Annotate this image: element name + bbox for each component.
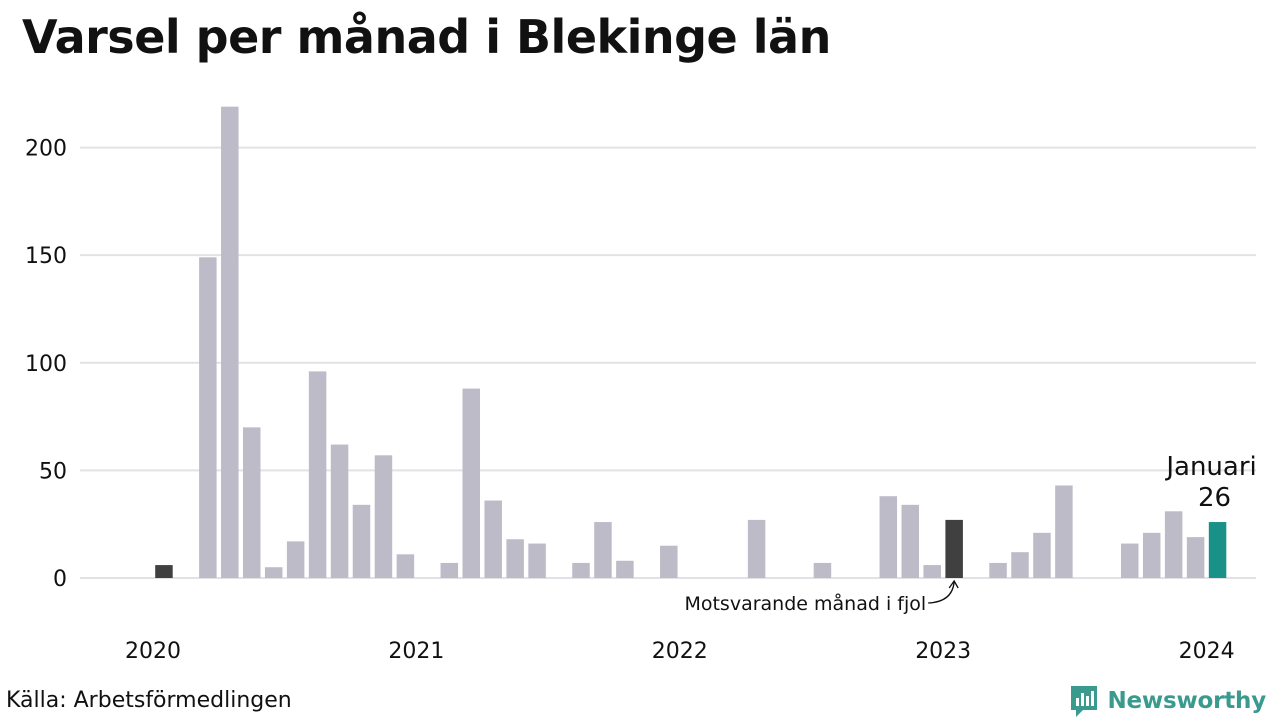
bar (572, 562, 590, 578)
bar (1033, 532, 1051, 578)
bar (1011, 552, 1029, 578)
comparison-arrowhead (948, 579, 959, 589)
brand: Newsworthy (1069, 684, 1266, 718)
bar (286, 541, 305, 578)
bar-chart: 0 50 100 150 200 2020 2021 2022 2023 2024 Januar… (25, 106, 1257, 664)
bar (923, 565, 941, 578)
y-axis-ticks: 0 50 100 150 200 (25, 137, 67, 592)
bar (660, 545, 678, 578)
x-tick-label: 2022 (652, 639, 708, 664)
bar (1055, 485, 1073, 578)
y-tick-label: 0 (53, 567, 67, 592)
x-axis-ticks: 2020 2021 2022 2023 2024 (125, 639, 1235, 664)
current-month-label: Januari (1164, 452, 1256, 482)
bar (528, 543, 546, 578)
bar (264, 567, 283, 578)
bar (221, 106, 239, 578)
annotations: Januari 26 Motsvarande månad i fjol (684, 452, 1256, 615)
bar (330, 444, 349, 578)
bar (243, 427, 261, 578)
y-tick-label: 200 (25, 137, 67, 162)
bars (155, 106, 1227, 578)
bar (308, 371, 327, 578)
bar (440, 562, 459, 578)
bar (1121, 543, 1139, 578)
bar (1142, 532, 1161, 578)
chart-title: Varsel per månad i Blekinge län (22, 10, 831, 64)
y-tick-label: 100 (25, 352, 67, 377)
x-tick-label: 2021 (388, 639, 444, 664)
brand-name: Newsworthy (1107, 688, 1266, 714)
bar (462, 388, 480, 578)
x-tick-label: 2020 (125, 639, 181, 664)
x-tick-label: 2023 (915, 639, 971, 664)
y-tick-label: 50 (39, 459, 67, 484)
source-label: Källa: Arbetsförmedlingen (6, 688, 292, 713)
bar (989, 562, 1007, 578)
x-tick-label: 2024 (1179, 639, 1235, 664)
bar (747, 519, 766, 578)
bar (594, 522, 612, 578)
bar-current-month (1208, 522, 1227, 578)
comparison-label: Motsvarande månad i fjol (684, 592, 926, 615)
bar (1164, 511, 1183, 578)
bar (879, 496, 898, 578)
bar (813, 562, 832, 578)
bar (199, 257, 217, 578)
bar (396, 554, 415, 578)
bar-comparison-month (945, 519, 963, 578)
bar (155, 565, 173, 578)
bar (484, 500, 502, 578)
bar (374, 455, 393, 578)
comparison-arrow (928, 581, 955, 604)
current-value-label: 26 (1198, 483, 1231, 513)
y-tick-label: 150 (25, 244, 67, 269)
bar (506, 539, 524, 578)
bar (1186, 537, 1205, 578)
newsworthy-logo-icon (1071, 686, 1098, 717)
bar (352, 504, 371, 578)
bar (901, 504, 919, 578)
bar (616, 560, 634, 578)
